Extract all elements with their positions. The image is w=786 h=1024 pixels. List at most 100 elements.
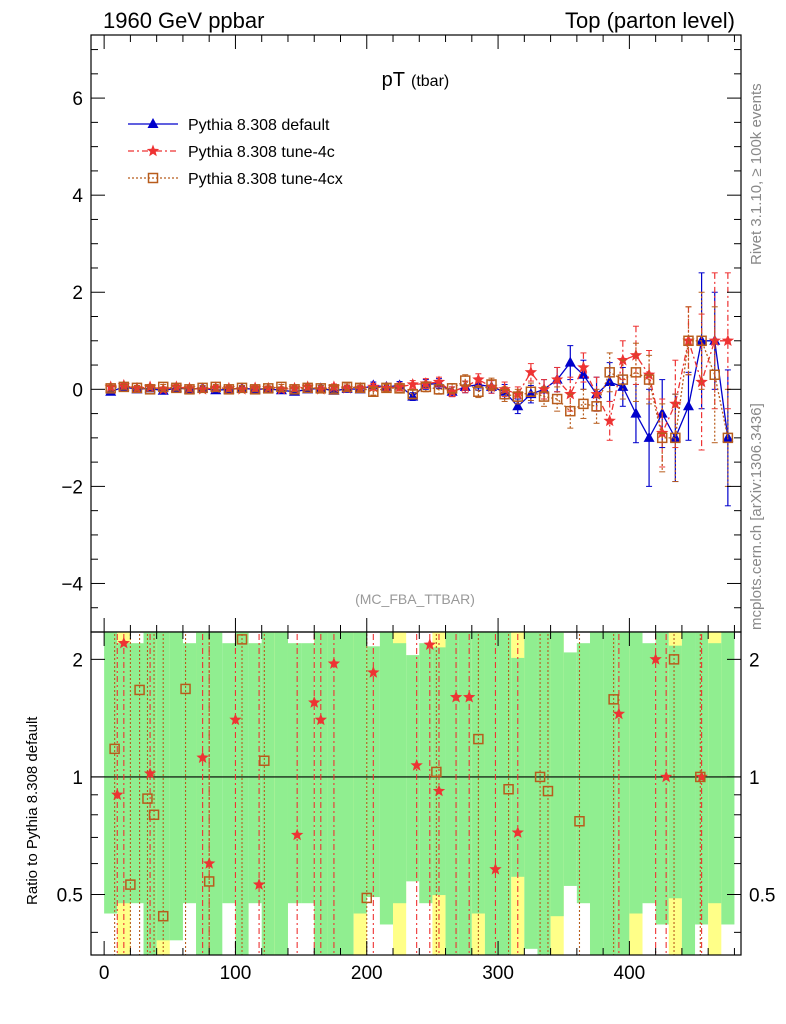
- ratio-axes: 0.5 0.5 1 1 2 2 0 100 200 300 400: [57, 631, 775, 984]
- series-tune4cx: [105, 291, 734, 487]
- ratio-band-inner: [366, 646, 380, 898]
- point-default: [643, 431, 655, 442]
- point-tune4cx: [276, 381, 287, 393]
- point-tune4cx: [512, 391, 524, 402]
- ratio-point-tune4cx: [542, 785, 554, 797]
- ratio-y-tick-label-right: 1: [749, 768, 760, 789]
- point-tune4cx: [157, 381, 169, 393]
- ratio-band-inner: [182, 643, 197, 904]
- point-tune4c: [577, 361, 590, 373]
- series-tune4c: [104, 272, 735, 468]
- point-tune4cx: [499, 388, 510, 400]
- ratio-ylabel: Ratio to Pythia 8.308 default: [24, 716, 41, 905]
- point-tune4cx: [486, 379, 497, 390]
- legend-label-tune4c: Pythia 8.308 tune-4c: [188, 144, 335, 161]
- series-line-tune4cx: [110, 340, 729, 439]
- main-series-layer: [104, 272, 735, 507]
- ratio-point-tune4cx: [109, 743, 120, 755]
- point-tune4cx: [341, 381, 353, 393]
- ratio-band-inner: [117, 643, 131, 904]
- ratio-band-inner: [550, 632, 564, 917]
- ratio-band-inner: [169, 632, 183, 941]
- ratio-band-inner: [222, 643, 236, 904]
- point-tune4cx: [722, 432, 734, 444]
- legend: Pythia 8.308 default Pythia 8.308 tune-4…: [128, 117, 343, 188]
- point-tune4c: [642, 368, 656, 380]
- ratio-band-inner: [563, 652, 577, 886]
- point-tune4c: [367, 380, 380, 393]
- point-tune4c: [314, 382, 327, 395]
- ratio-point-tune4c: [660, 770, 673, 783]
- point-tune4c: [616, 353, 629, 366]
- point-tune4cx: [604, 367, 615, 378]
- mcplots-label: mcplots.cern.ch [arXiv:1306.3436]: [748, 403, 765, 630]
- point-tune4c: [235, 382, 249, 395]
- point-default: [577, 368, 589, 379]
- ratio-point-tune4c: [695, 770, 708, 783]
- chart-title: pT: [382, 69, 405, 91]
- point-tune4cx: [381, 382, 392, 394]
- ratio-point-tune4cx: [180, 683, 191, 695]
- point-tune4cx: [525, 386, 537, 397]
- y-tick-label: 4: [72, 186, 83, 207]
- ratio-point-tune4cx: [148, 809, 160, 821]
- ratio-point-tune4cx: [503, 783, 514, 795]
- point-tune4cx: [131, 382, 143, 394]
- point-tune4cx: [210, 381, 221, 393]
- ratio-band-inner: [235, 632, 249, 955]
- ratio-point-tune4c: [423, 638, 436, 650]
- point-tune4c: [340, 381, 354, 394]
- ratio-point-tune4c: [143, 767, 157, 779]
- point-default: [696, 334, 708, 345]
- ratio-point-tune4cx: [608, 694, 619, 705]
- point-tune4c: [130, 381, 144, 394]
- ratio-point-tune4cx: [236, 634, 248, 645]
- point-tune4c: [143, 380, 157, 393]
- ratio-point-tune4cx: [203, 876, 215, 887]
- ratio-band-inner: [708, 643, 722, 904]
- analysis-watermark: (MC_FBA_TTBAR): [355, 591, 475, 607]
- ratio-band-inner: [419, 643, 433, 904]
- ratio-band-inner: [603, 632, 617, 955]
- ratio-band-inner: [681, 632, 696, 955]
- point-tune4cx: [617, 374, 629, 385]
- ratio-y-tick-label: 1: [72, 768, 83, 789]
- ratio-series-tune4c: [111, 634, 708, 955]
- ratio-band-inner: [471, 632, 485, 914]
- point-tune4c: [406, 378, 419, 390]
- legend-marker-default: [147, 118, 159, 128]
- point-tune4cx: [473, 386, 484, 397]
- ratio-band-inner: [248, 643, 262, 904]
- ratio-series-tune4cx: [109, 634, 706, 955]
- ratio-point-tune4cx: [157, 910, 169, 922]
- ratio-series-layer: [91, 634, 741, 955]
- point-tune4cx: [630, 367, 642, 378]
- ratio-band-inner: [104, 632, 118, 914]
- ratio-band-inner: [589, 632, 604, 955]
- ratio-point-tune4c: [117, 636, 130, 649]
- ratio-point-tune4c: [252, 878, 266, 890]
- point-tune4cx: [670, 432, 681, 444]
- point-tune4cx: [249, 384, 261, 395]
- point-tune4c: [196, 382, 209, 395]
- ratio-point-tune4cx: [142, 793, 153, 804]
- point-tune4c: [551, 373, 564, 385]
- point-tune4cx: [236, 382, 248, 394]
- point-tune4cx: [171, 382, 182, 394]
- point-tune4cx: [683, 335, 694, 347]
- point-tune4c: [354, 381, 367, 394]
- point-tune4cx: [538, 391, 550, 402]
- y-tick-label: −4: [61, 574, 83, 595]
- ratio-band-inner: [406, 655, 420, 882]
- ratio-point-tune4c: [489, 862, 502, 875]
- ratio-y-tick-label: 2: [72, 650, 83, 671]
- ratio-point-tune4cx: [431, 766, 442, 778]
- ratio-band-inner: [432, 647, 446, 896]
- ratio-band-inner: [130, 643, 144, 904]
- ratio-band-inner: [668, 645, 682, 899]
- ratio-bands: [104, 632, 735, 955]
- point-tune4c: [629, 348, 643, 361]
- x-tick-label: 0: [99, 963, 110, 984]
- x-tick-label: 200: [351, 963, 383, 984]
- ratio-band-inner: [524, 632, 538, 949]
